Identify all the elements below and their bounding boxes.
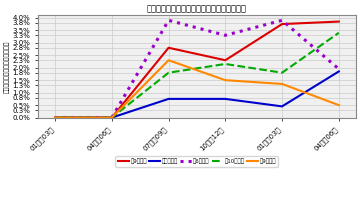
西6階病棟 [166,19,171,22]
東10階病棟 [166,71,171,74]
西７階病棟 [337,70,341,73]
Line: 西７階病棟: 西７階病棟 [55,71,339,118]
Y-axis label: 入院患者数の転倒・転落発生率: 入院患者数の転倒・転落発生率 [4,40,10,93]
西７階病棟 [53,116,57,119]
西6階病棟 [337,68,341,70]
東9階病棟 [337,104,341,106]
Title: 転倒・転落発生率に関する時系列推移データ: 転倒・転落発生率に関する時系列推移データ [147,4,247,13]
Line: 東9階病棟: 東9階病棟 [55,60,339,118]
西７階病棟 [280,105,284,108]
西9階病棟 [337,20,341,23]
Line: 西6階病棟: 西6階病棟 [55,20,339,118]
東9階病棟 [166,59,171,62]
東9階病棟 [280,83,284,85]
西6階病棟 [280,19,284,22]
東10階病棟 [53,116,57,119]
Legend: 西9階病棟, 西７階病棟, 西6階病棟, 東10階病棟, 東9階病棟: 西9階病棟, 西７階病棟, 西6階病棟, 東10階病棟, 東9階病棟 [116,156,278,166]
西6階病棟 [53,116,57,119]
西9階病棟 [280,23,284,25]
西9階病棟 [110,116,114,119]
西７階病棟 [223,98,228,100]
西9階病棟 [223,59,228,62]
西9階病棟 [53,116,57,119]
西７階病棟 [110,116,114,119]
西6階病棟 [223,34,228,37]
西9階病棟 [166,46,171,49]
西6階病棟 [110,116,114,119]
東10階病棟 [337,31,341,34]
西７階病棟 [166,98,171,100]
東10階病棟 [223,63,228,65]
Line: 東10階病棟: 東10階病棟 [55,33,339,118]
東9階病棟 [223,79,228,82]
東10階病棟 [110,116,114,119]
東9階病棟 [53,116,57,119]
東10階病棟 [280,71,284,74]
Line: 西9階病棟: 西9階病棟 [55,21,339,118]
東9階病棟 [110,116,114,119]
